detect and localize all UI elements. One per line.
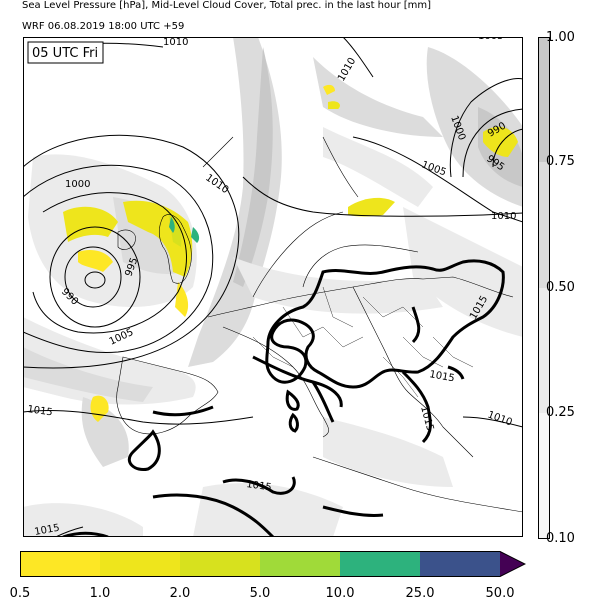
map-panel: 1010 1005 1010 1000 1010 1000 990 995 10…: [23, 37, 523, 537]
cloud-tick-label: 0.50: [546, 280, 575, 295]
cloud-colorbar-segment: [538, 288, 550, 413]
isobar-label: 1010: [163, 37, 188, 48]
time-label: 05 UTC Fri: [32, 46, 98, 61]
isobar-1015-bold: [62, 259, 505, 537]
coastlines: [116, 136, 523, 513]
precip-tick-label: 50.0: [485, 586, 515, 601]
cloud-colorbar-segment: [538, 413, 550, 539]
precip-colorbar-extend-arrow: [500, 551, 525, 577]
precip-tick-label: 25.0: [405, 586, 435, 601]
country-borders: [252, 286, 474, 398]
precip-tick-label: 1.0: [89, 586, 111, 601]
precip-tick-label: 5.0: [249, 586, 271, 601]
isobar-label: 1015: [428, 369, 455, 384]
map-border: [23, 37, 523, 537]
weather-map: 1010 1005 1010 1000 1010 1000 990 995 10…: [23, 37, 523, 537]
cloud-tick-label: 0.75: [546, 154, 575, 169]
precip-colorbar: [20, 551, 526, 577]
precip-tick-label: 2.0: [169, 586, 191, 601]
precip-colorbar-segment: [340, 551, 420, 577]
isobar-label: 1010: [491, 211, 516, 222]
title-line-1: Sea Level Pressure [hPa], Mid-Level Clou…: [22, 0, 432, 11]
precip-tick-label: 10.0: [325, 586, 355, 601]
precip-colorbar-segment: [420, 551, 500, 577]
isobar-label: 1015: [246, 479, 273, 493]
title-line-2: WRF 06.08.2019 18:00 UTC +59: [22, 21, 185, 32]
precip-tick-label: 0.5: [9, 586, 31, 601]
cloud-tick-label: 0.10: [546, 531, 575, 546]
cloud-colorbar: [538, 37, 550, 539]
time-box: 05 UTC Fri: [27, 41, 104, 64]
isobars: [23, 37, 523, 537]
cloud-tick-label: 1.00: [546, 30, 575, 45]
cloud-colorbar-segment: [538, 162, 550, 288]
precip-colorbar-segment: [100, 551, 180, 577]
precip-colorbar-segment: [20, 551, 100, 577]
cloud-tick-label: 0.25: [546, 405, 575, 420]
isobar-label: 1015: [34, 523, 61, 537]
precip-colorbar-segment: [180, 551, 260, 577]
cloud-colorbar-segment: [538, 37, 550, 162]
isobar-label: 1015: [27, 404, 54, 418]
isobar-label: 1000: [65, 179, 90, 190]
isobar-label: 1005: [478, 37, 503, 42]
precip-colorbar-segment: [260, 551, 340, 577]
